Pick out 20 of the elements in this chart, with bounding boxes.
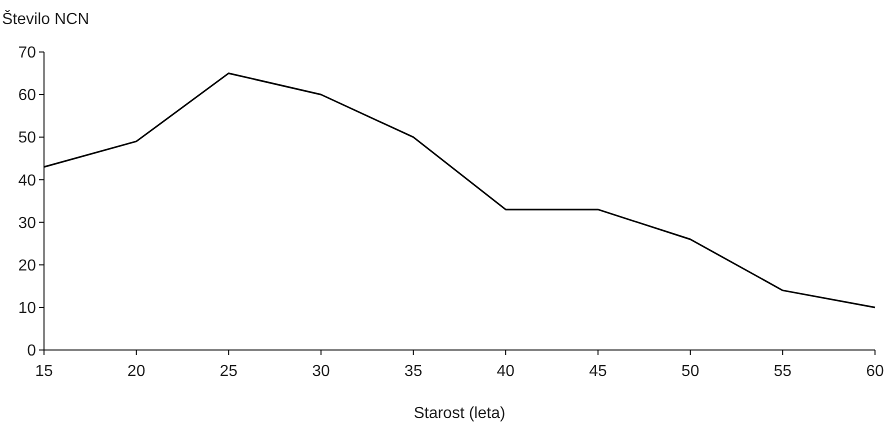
x-tick-label: 30 [312, 363, 330, 380]
y-axis-title: Število NCN [2, 10, 90, 28]
x-tick-label: 40 [496, 363, 515, 380]
y-tick-label: 40 [18, 172, 36, 190]
x-tick-label: 50 [681, 363, 700, 380]
x-tick-label: 20 [127, 363, 146, 380]
y-tick-label: 30 [18, 214, 36, 232]
x-tick-label: 55 [774, 363, 792, 380]
y-tick-label: 10 [18, 300, 36, 318]
y-tick-label: 70 [18, 44, 36, 62]
y-tick-label: 0 [27, 342, 36, 360]
x-tick-label: 60 [866, 363, 884, 380]
x-tick-label: 15 [35, 363, 53, 380]
x-axis-title: Starost (leta) [414, 405, 506, 422]
y-tick-label: 60 [18, 87, 36, 104]
y-tick-label: 20 [18, 257, 36, 274]
x-tick-label: 45 [589, 363, 607, 380]
x-tick-label: 35 [404, 363, 422, 380]
x-tick-label: 25 [220, 363, 238, 380]
y-tick-label: 50 [18, 130, 36, 147]
